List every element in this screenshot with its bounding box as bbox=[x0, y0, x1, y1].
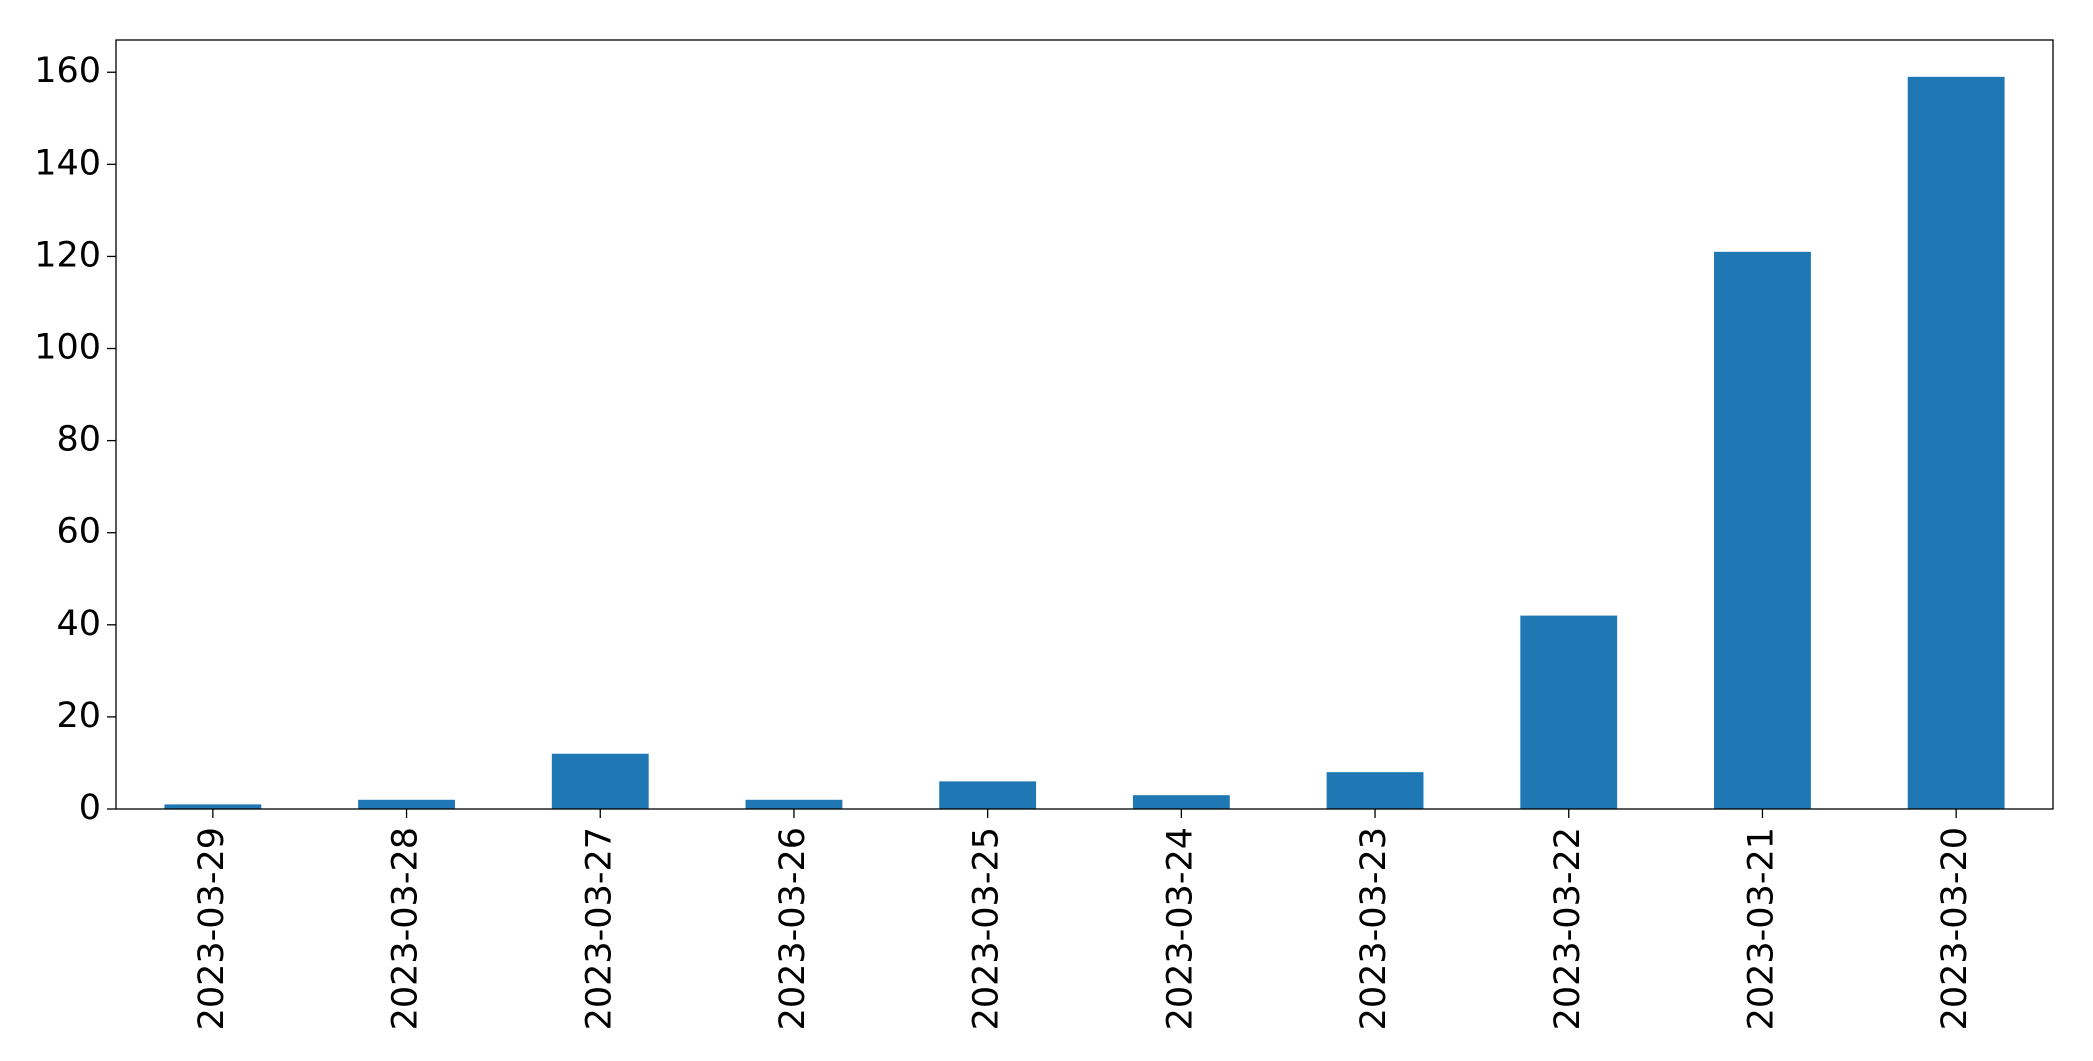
bar bbox=[1714, 251, 1811, 809]
bar bbox=[745, 799, 843, 809]
x-tick-label: 2023-03-20 bbox=[1935, 827, 1975, 1030]
plot-frame bbox=[115, 39, 2054, 810]
y-tick-label: 80 bbox=[56, 420, 101, 460]
bar bbox=[1132, 795, 1230, 809]
bar bbox=[358, 799, 455, 809]
bar bbox=[1326, 772, 1424, 809]
bar bbox=[939, 781, 1037, 809]
x-tick-label: 2023-03-21 bbox=[1741, 827, 1781, 1030]
x-tick-label: 2023-03-28 bbox=[386, 827, 426, 1030]
x-tick-label: 2023-03-26 bbox=[773, 827, 813, 1030]
bar bbox=[1520, 615, 1618, 809]
y-tick-label: 0 bbox=[79, 788, 101, 828]
y-tick-label: 160 bbox=[34, 51, 101, 91]
y-tick-label: 100 bbox=[34, 328, 101, 368]
x-tick-label: 2023-03-29 bbox=[192, 827, 232, 1030]
bar bbox=[1907, 76, 2005, 810]
x-tick-label: 2023-03-23 bbox=[1354, 827, 1394, 1030]
y-tick-label: 120 bbox=[34, 235, 101, 275]
x-tick-label: 2023-03-27 bbox=[579, 827, 619, 1030]
bar bbox=[164, 804, 262, 809]
y-tick-label: 60 bbox=[56, 512, 101, 552]
bar bbox=[551, 753, 649, 809]
y-tick-label: 40 bbox=[56, 604, 101, 644]
x-tick-label: 2023-03-22 bbox=[1548, 827, 1588, 1030]
y-tick-label: 140 bbox=[34, 143, 101, 183]
y-tick-label: 20 bbox=[56, 696, 101, 736]
x-tick-label: 2023-03-24 bbox=[1160, 827, 1200, 1030]
x-tick-label: 2023-03-25 bbox=[967, 827, 1007, 1030]
